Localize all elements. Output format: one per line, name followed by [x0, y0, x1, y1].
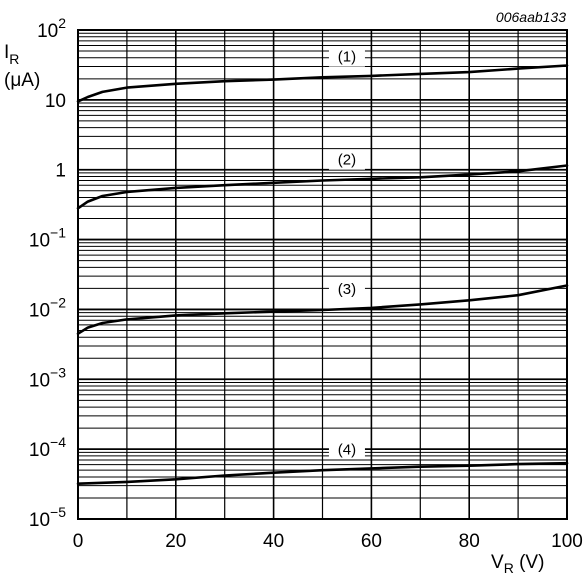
x-axis-label: VR (V)	[491, 552, 544, 576]
curve-labels: (1) (2) (3) (4)	[328, 46, 365, 460]
reference-code: 006aab133	[496, 9, 566, 25]
curves	[76, 64, 569, 486]
y-tick-label: 10−4	[29, 434, 66, 461]
y-axis-label-symbol: I	[4, 42, 9, 63]
curve-2	[76, 164, 569, 210]
curve-1	[76, 64, 569, 103]
y-tick-label: 102	[37, 15, 66, 42]
x-tick-label: 100	[551, 531, 583, 552]
y-axis-label: IR	[4, 42, 19, 67]
y-tick-label: 10−1	[29, 225, 66, 252]
grid	[77, 30, 568, 520]
y-axis-unit: (μA)	[4, 70, 40, 91]
curve-label-background	[328, 278, 365, 299]
curve-label: (4)	[338, 441, 356, 458]
curve-label: (3)	[338, 281, 356, 298]
curve-label-background	[328, 439, 365, 460]
x-tick-label: 80	[459, 531, 480, 552]
x-axis-label-subscript: R	[504, 560, 514, 576]
x-tick-label: 20	[165, 531, 186, 552]
y-tick-label: 1	[55, 161, 66, 182]
plot-frame	[77, 29, 568, 520]
y-tick-label: 10−3	[29, 364, 66, 391]
x-axis-label-symbol: V	[491, 552, 504, 573]
y-axis-label-subscript: R	[9, 51, 19, 67]
curve-3	[76, 284, 569, 336]
x-axis-label-unit: (V)	[514, 552, 545, 573]
y-tick-labels: 102 10 1 10−1 10−2 10−3 10−4 10−5	[29, 15, 66, 531]
curve-label: (1)	[338, 49, 356, 66]
curve-label-background	[328, 149, 365, 170]
y-tick-label: 10	[45, 91, 66, 112]
curve-label: (2)	[338, 152, 356, 169]
x-tick-labels: 0 20 40 60 80 100	[73, 531, 583, 552]
x-tick-label: 0	[73, 531, 84, 552]
curve-label-background	[328, 46, 365, 67]
y-tick-label: 10−5	[29, 504, 66, 531]
x-tick-label: 60	[361, 531, 382, 552]
x-tick-label: 40	[263, 531, 284, 552]
curve-4	[76, 461, 569, 486]
y-tick-label: 10−2	[29, 294, 66, 321]
